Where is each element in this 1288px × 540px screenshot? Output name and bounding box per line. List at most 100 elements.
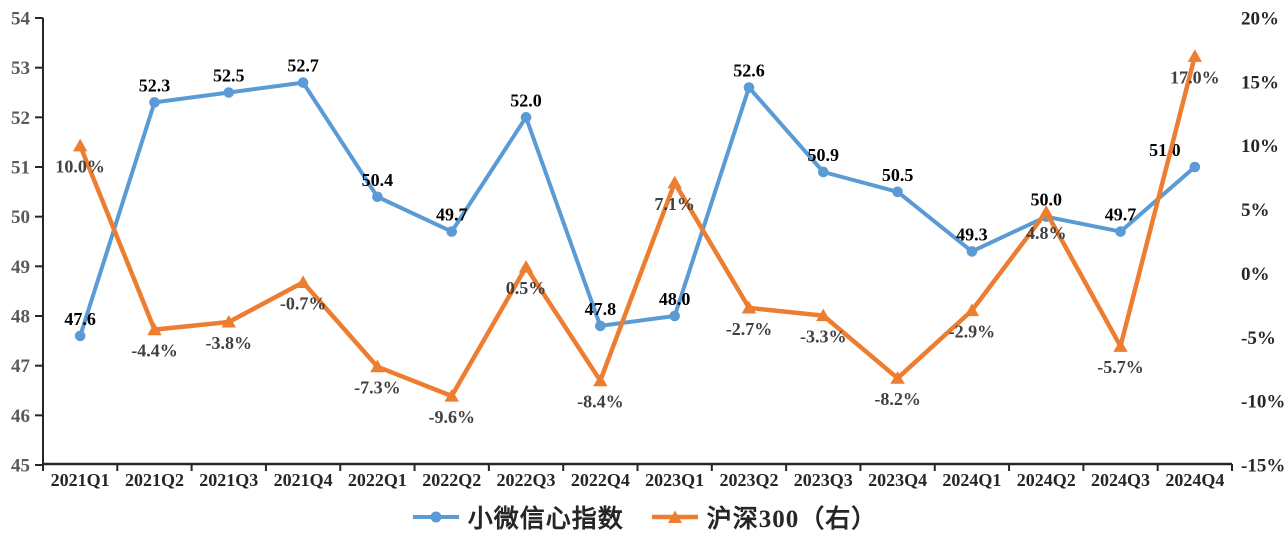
triangle-marker-icon xyxy=(444,389,459,402)
data-point-label: 52.5 xyxy=(213,66,245,86)
series-data-labels: 47.6 52.3 52.5 52.7 50.4 49.7 52.0 47.8 48.0 52.6… xyxy=(64,56,1180,329)
legend-label-csi300: 沪深300（右） xyxy=(706,506,878,533)
x-axis-category-label: 2024Q2 xyxy=(1017,470,1076,490)
data-point-label: 4.8% xyxy=(1026,223,1067,243)
x-axis-category-label: 2024Q1 xyxy=(942,470,1001,490)
data-point-label: -3.8% xyxy=(206,333,253,353)
triangle-marker-icon xyxy=(295,275,311,288)
data-point-label: -9.6% xyxy=(428,407,475,427)
data-point-label: -8.2% xyxy=(874,389,921,409)
x-axis-category-label: 2022Q3 xyxy=(497,470,556,490)
data-point-label: 52.3 xyxy=(139,75,171,95)
x-axis-category-label: 2023Q2 xyxy=(719,470,778,490)
x-axis-category-label: 2023Q3 xyxy=(794,470,853,490)
data-point-label: 50.4 xyxy=(362,170,394,190)
right-axis-tick-label: 5% xyxy=(1241,200,1270,221)
data-point-label: 48.0 xyxy=(659,289,691,309)
circle-marker-icon xyxy=(817,166,829,178)
circle-marker-icon xyxy=(149,97,160,108)
circle-marker-icon xyxy=(74,330,86,342)
data-point-label: 47.8 xyxy=(585,299,617,319)
right-axis-tick-label: 15% xyxy=(1241,72,1279,93)
circle-marker-icon xyxy=(297,77,309,88)
y-axis-left: 45 46 47 48 49 50 51 52 53 54 xyxy=(11,9,44,477)
data-point-label: 10.0% xyxy=(55,157,105,177)
series-line xyxy=(78,80,1197,338)
circle-marker-icon xyxy=(743,82,755,93)
data-point-label: -7.3% xyxy=(354,378,401,398)
data-point-label: 51.0 xyxy=(1149,140,1181,160)
y-axis-tick-label: 54 xyxy=(11,9,31,30)
y-axis-tick-label: 49 xyxy=(11,257,30,278)
circle-marker-icon xyxy=(1115,226,1126,237)
series-csi300 xyxy=(72,49,1203,402)
series-line xyxy=(77,54,1198,399)
orange-line-triangle-marker-icon xyxy=(651,510,698,523)
right-axis-tick-label: 0% xyxy=(1241,264,1270,285)
data-point-label: -5.7% xyxy=(1097,357,1144,377)
y-axis-tick-label: 51 xyxy=(11,158,30,179)
data-point-label: -2.9% xyxy=(949,321,996,341)
triangle-marker-icon xyxy=(741,300,757,314)
circle-marker-icon xyxy=(892,186,903,198)
y-axis-right: -15% -10% -5% 0% 5% 10% 15% 20% xyxy=(1241,9,1285,477)
triangle-marker-icon xyxy=(370,359,385,373)
right-axis-tick-label: -10% xyxy=(1241,392,1285,413)
data-point-label: -3.3% xyxy=(800,327,847,347)
data-point-label: 52.0 xyxy=(510,90,542,110)
data-point-label: 50.0 xyxy=(1030,190,1062,210)
y-axis-tick-label: 47 xyxy=(11,356,31,377)
triangle-marker-icon xyxy=(1187,49,1203,62)
triangle-marker-icon xyxy=(1039,205,1054,218)
blue-line-circle-marker-icon xyxy=(412,511,459,523)
right-axis-tick-label: 10% xyxy=(1241,136,1279,157)
triangle-marker-icon xyxy=(593,373,608,387)
x-axis-category-label: 2024Q4 xyxy=(1165,470,1224,490)
x-axis-category-label: 2021Q4 xyxy=(274,470,333,490)
data-point-label: 47.6 xyxy=(64,309,96,329)
x-axis-category-label: 2023Q1 xyxy=(645,470,704,490)
data-point-label: 0.5% xyxy=(506,278,547,298)
triangle-marker-icon xyxy=(667,175,682,189)
data-point-label: 52.7 xyxy=(287,56,319,76)
x-axis-category-label: 2021Q2 xyxy=(125,470,184,490)
chart-legend: 小微信心指数 沪深300（右） xyxy=(0,498,1288,536)
triangle-marker-icon xyxy=(816,308,831,322)
data-point-label: 17.0% xyxy=(1170,67,1220,87)
circle-marker-icon xyxy=(1189,161,1201,173)
data-point-label: 50.9 xyxy=(808,145,840,165)
right-axis-tick-label: -5% xyxy=(1241,328,1276,349)
data-point-label: -4.4% xyxy=(131,341,178,361)
triangle-marker-icon xyxy=(964,303,980,317)
x-axis-category-label: 2024Q3 xyxy=(1091,470,1150,490)
triangle-marker-icon xyxy=(518,260,534,273)
legend-label-xiaowei-confidence-index: 小微信心指数 xyxy=(467,506,624,533)
y-axis-tick-label: 53 xyxy=(11,58,30,79)
series-xiaowei-confidence-index xyxy=(74,77,1201,342)
legend-item-xiaowei-confidence-index: 小微信心指数 xyxy=(411,499,624,535)
triangle-marker-icon xyxy=(890,371,905,384)
circle-marker-icon xyxy=(372,191,383,203)
circle-marker-icon xyxy=(520,112,532,123)
data-point-label: 49.7 xyxy=(1105,205,1137,225)
y-axis-tick-label: 46 xyxy=(11,406,30,427)
x-axis-category-label: 2022Q1 xyxy=(348,470,407,490)
triangle-marker-icon xyxy=(72,138,88,152)
y-axis-tick-label: 52 xyxy=(11,108,30,129)
triangle-marker-icon xyxy=(1113,339,1128,352)
x-axis: 2021Q1 2021Q2 2021Q3 2021Q4 2022Q1 2022Q2 2022… xyxy=(42,462,1233,490)
x-axis-category-label: 2022Q2 xyxy=(422,470,481,490)
right-axis-tick-label: 20% xyxy=(1241,9,1279,30)
triangle-marker-icon xyxy=(221,314,236,328)
y-axis-tick-label: 50 xyxy=(11,207,30,228)
circle-marker-icon xyxy=(223,87,235,98)
data-point-label: -2.7% xyxy=(726,319,773,339)
x-axis-category-label: 2023Q4 xyxy=(868,470,927,490)
data-point-label: 49.3 xyxy=(956,224,988,244)
data-point-label: -8.4% xyxy=(577,392,624,412)
series-data-labels: 10.0% -4.4% -3.8% -0.7% -7.3% -9.6% 0.5% -8.4% 7… xyxy=(55,67,1219,427)
circle-marker-icon xyxy=(669,310,680,322)
circle-marker-icon xyxy=(446,226,458,237)
